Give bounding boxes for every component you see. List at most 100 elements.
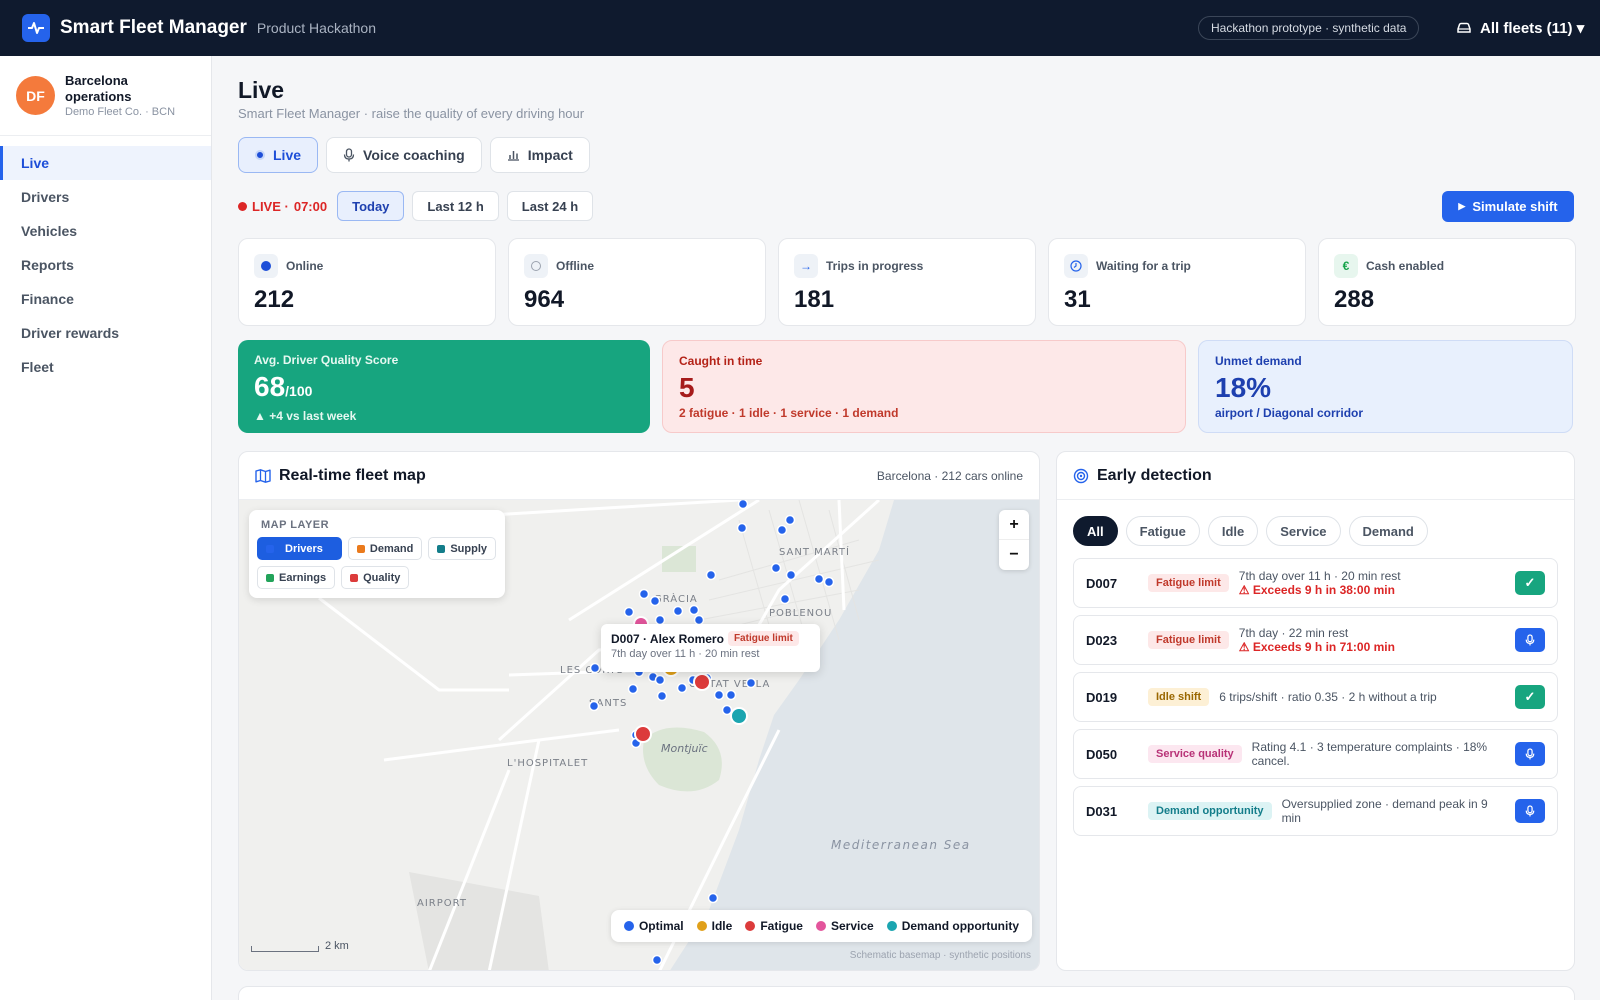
earnings-swatch-icon: [266, 573, 274, 582]
layer-quality-chip[interactable]: Quality: [341, 566, 410, 589]
sea-area: [670, 500, 1039, 970]
driver-id: D019: [1086, 689, 1118, 705]
kpi-value: 68: [254, 371, 286, 402]
list-item[interactable]: D007 Fatigue limit 7th day over 11 h · 2…: [1073, 558, 1558, 608]
simulate-shift-label: Simulate shift: [1472, 199, 1558, 214]
filter-all[interactable]: All: [1073, 516, 1118, 546]
range-today-button[interactable]: Today: [337, 191, 405, 221]
demand-marker[interactable]: [730, 707, 748, 725]
alert-description: Rating 4.1 · 3 temperature complaints · …: [1251, 740, 1488, 768]
filter-fatigue[interactable]: Fatigue: [1125, 516, 1200, 546]
layer-demand-chip[interactable]: Demand: [347, 537, 423, 560]
alert-tag: Service quality: [1148, 745, 1242, 763]
sidebar-item-finance[interactable]: Finance: [21, 291, 74, 307]
range-24h-button[interactable]: Last 24 h: [506, 191, 594, 221]
zoom-out-button[interactable]: −: [1009, 546, 1019, 563]
legend-dot-icon: [886, 921, 897, 931]
scale-label: 2 km: [325, 940, 349, 952]
stat-label: Trips in progress: [826, 259, 924, 273]
popup-subtitle: 7th day over 11 h · 20 min rest: [611, 648, 760, 660]
tab-impact[interactable]: Impact: [489, 137, 590, 173]
stat-waiting: Waiting for a trip 31: [1048, 238, 1306, 326]
filter-service[interactable]: Service: [1266, 516, 1341, 546]
voice-coach-button[interactable]: [1515, 742, 1545, 766]
layer-drivers-chip[interactable]: Drivers: [257, 537, 342, 560]
org-name: Barcelona operations: [65, 73, 132, 104]
sea-label: Mediterranean Sea: [831, 838, 971, 852]
sidebar-item-vehicles[interactable]: Vehicles: [21, 223, 78, 239]
map-card-header: Real-time fleet map Barcelona · 212 cars…: [239, 452, 1039, 500]
voice-coach-button[interactable]: [1515, 628, 1545, 652]
resolved-check-button[interactable]: ✓: [1515, 685, 1545, 709]
list-item[interactable]: D019 Idle shift 6 trips/shift · ratio 0.…: [1073, 672, 1558, 722]
stat-offline: Offline 964: [508, 238, 766, 326]
org-header[interactable]: DF Barcelona operations Demo Fleet Co. ·…: [0, 56, 211, 136]
time-range-bar: LIVE · 07:00 Today Last 12 h Last 24 h: [238, 191, 594, 221]
map-title: Real-time fleet map: [279, 466, 426, 484]
voice-coach-button[interactable]: [1515, 799, 1545, 823]
list-item[interactable]: D023 Fatigue limit 7th day · 22 min rest…: [1073, 615, 1558, 665]
popup-title: D007 · Alex Romero: [611, 631, 724, 646]
legend-item: Demand opportunity: [886, 919, 1020, 933]
list-item[interactable]: D031 Demand opportunity Oversupplied zon…: [1073, 786, 1558, 836]
live-label: LIVE ·: [252, 198, 289, 214]
kpi-unmet-demand: Unmet demand 18% airport / Diagonal corr…: [1198, 340, 1573, 433]
sidebar-item-fleet[interactable]: Fleet: [21, 359, 54, 375]
simulate-shift-button[interactable]: ▶ Simulate shift: [1442, 191, 1574, 222]
map-layer-panel: MAP LAYER Drivers Demand Supply Earnings…: [249, 510, 505, 598]
app-logo-icon: [22, 14, 50, 42]
alert-description: 7th day · 22 min rest: [1238, 626, 1349, 640]
range-12h-button[interactable]: Last 12 h: [412, 191, 499, 221]
layer-earnings-chip[interactable]: Earnings: [257, 566, 336, 589]
layer-supply-chip[interactable]: Supply: [428, 537, 496, 560]
sidebar-item-drivers[interactable]: Drivers: [21, 189, 70, 205]
place-label: L'HOSPITALET: [507, 758, 588, 769]
map-canvas[interactable]: SANT MARTÍ GRÀCIA POBLENOU LES CORTS CIU…: [239, 500, 1039, 970]
legend-label: Optimal: [638, 919, 684, 933]
org-subtitle: Demo Fleet Co. · BCN: [65, 106, 176, 118]
tab-live[interactable]: Live: [238, 137, 319, 173]
stat-value: 31: [1064, 286, 1091, 313]
zoom-controls: + −: [999, 510, 1029, 570]
top-bar: Smart Fleet Manager Product Hackathon Ha…: [0, 0, 1600, 56]
kpi-row: Avg. Driver Quality Score 68/100 ▲ +4 vs…: [238, 340, 1573, 433]
tab-voice-coaching-label: Voice coaching: [363, 147, 465, 163]
target-icon: [1073, 468, 1089, 483]
drivers-swatch-icon: [266, 544, 274, 553]
early-detection-card: Early detection All Fatigue Idle Service…: [1056, 451, 1575, 971]
offline-circle-icon: [524, 254, 548, 278]
detection-card-header: Early detection: [1057, 452, 1574, 500]
tab-voice-coaching[interactable]: Voice coaching: [326, 137, 482, 173]
stat-value: 964: [524, 286, 565, 313]
chip-label: Quality: [363, 571, 401, 584]
sidebar-item-driver-rewards[interactable]: Driver rewards: [21, 325, 120, 341]
place-label: CIUTAT VELLA: [689, 679, 770, 690]
list-item[interactable]: D050 Service quality Rating 4.1 · 3 temp…: [1073, 729, 1558, 779]
kpi-value: 5: [679, 372, 695, 403]
chip-label: Supply: [450, 542, 487, 555]
kpi-value: 18%: [1215, 372, 1272, 403]
play-icon: ▶: [1458, 201, 1466, 211]
map-attribution: Schematic basemap · synthetic positions: [849, 950, 1031, 961]
alert-tag: Fatigue limit: [1148, 631, 1229, 649]
page-subtitle: Smart Fleet Manager · raise the quality …: [238, 106, 585, 121]
stat-trips-in-progress: → Trips in progress 181: [778, 238, 1036, 326]
fleet-selector[interactable]: All fleets (11) ▾: [1456, 16, 1584, 40]
sidebar-item-reports[interactable]: Reports: [21, 257, 74, 273]
place-label: Montjuïc: [661, 742, 708, 755]
sidebar-item-live[interactable]: Live: [0, 146, 211, 180]
prototype-badge: Hackathon prototype · synthetic data: [1198, 16, 1420, 40]
fatigue-marker[interactable]: [693, 673, 711, 691]
zoom-in-button[interactable]: +: [999, 510, 1029, 540]
legend-label: Demand opportunity: [901, 919, 1020, 933]
map-layer-title: MAP LAYER: [261, 519, 330, 531]
supply-swatch-icon: [437, 544, 446, 553]
filter-idle[interactable]: Idle: [1207, 516, 1259, 546]
live-status-dot-icon: [238, 201, 247, 211]
filter-demand[interactable]: Demand: [1348, 516, 1428, 546]
live-indicator: LIVE · 07:00: [238, 199, 327, 214]
live-time: 07:00: [293, 198, 328, 214]
map-icon: [255, 468, 271, 483]
resolved-check-button[interactable]: ✓: [1515, 571, 1545, 595]
fatigue-marker[interactable]: [634, 725, 652, 743]
